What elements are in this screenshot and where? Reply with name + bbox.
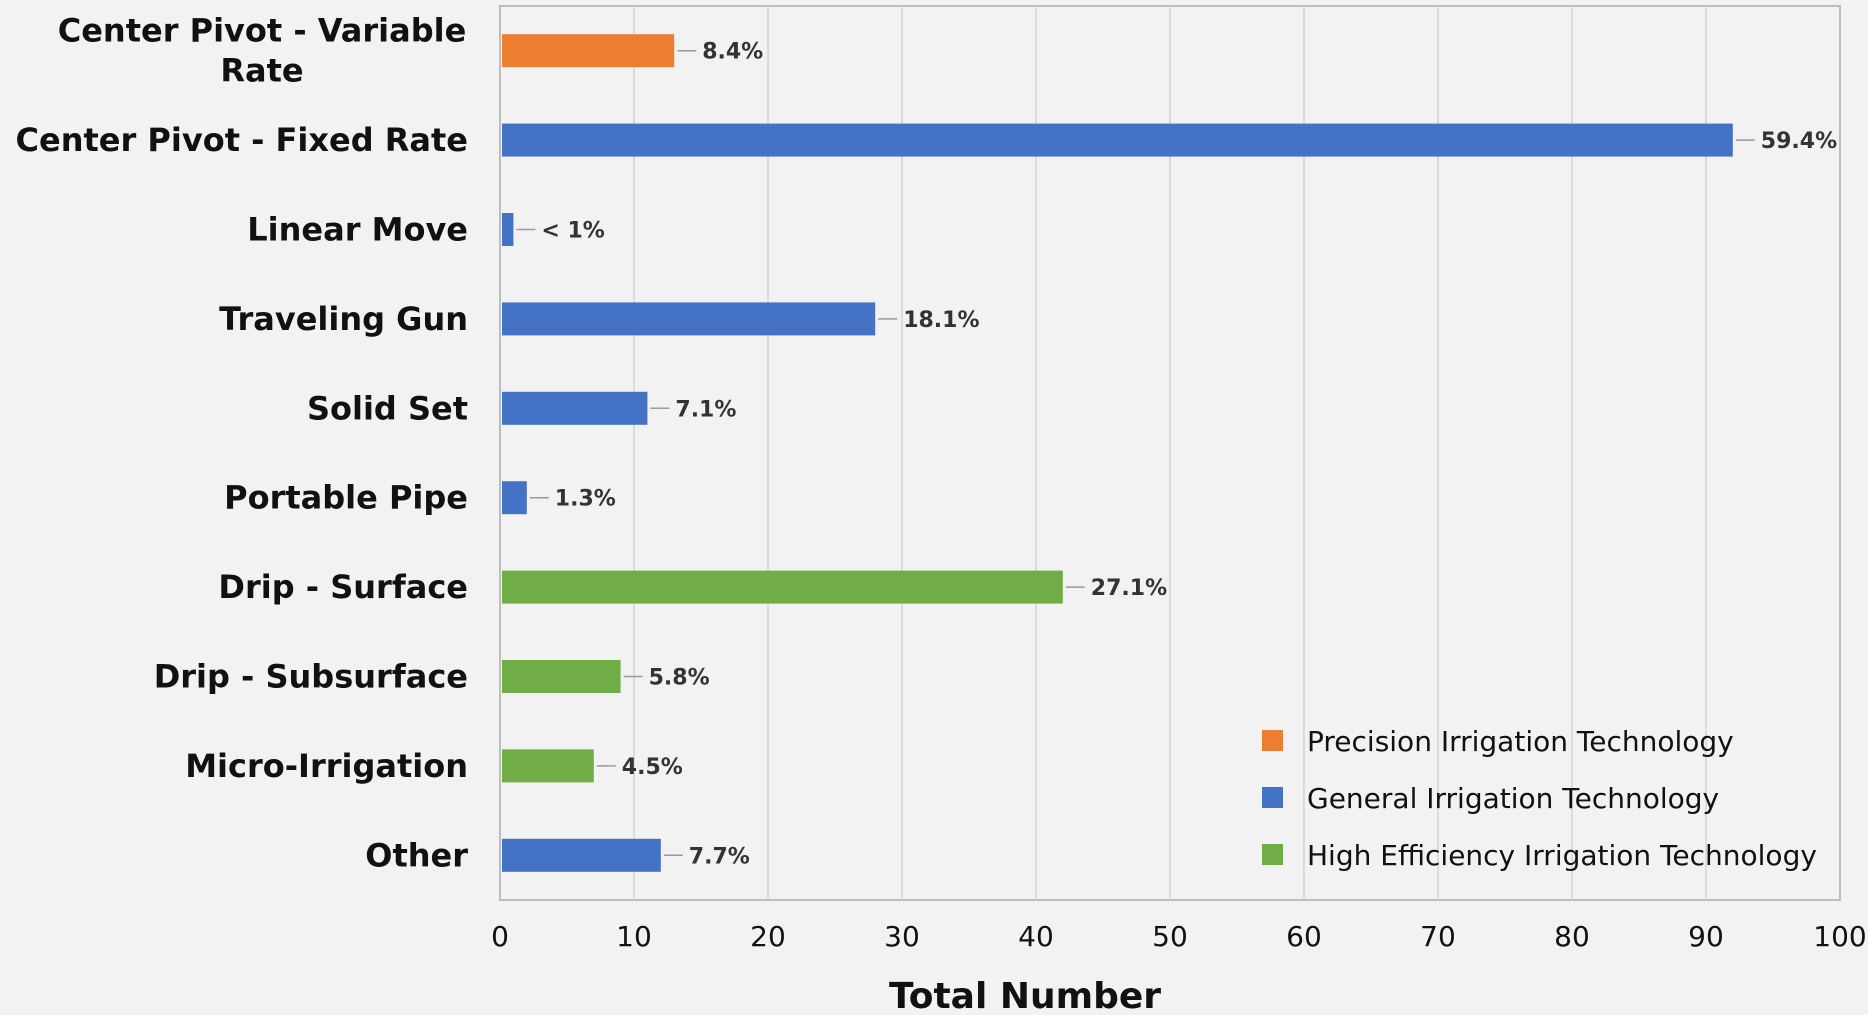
- data-label: 1.3%: [555, 487, 616, 512]
- legend-swatch: [1262, 787, 1283, 808]
- x-axis-title: Total Number: [889, 976, 1161, 1015]
- category-label: Linear Move: [247, 211, 468, 249]
- x-tick-label: 30: [884, 920, 920, 953]
- data-label: 27.1%: [1091, 576, 1167, 601]
- legend-swatch: [1262, 844, 1283, 865]
- bar: [502, 660, 621, 693]
- x-tick-labels: 0 10 20 30 40 50 60 70 80 90 100: [491, 920, 1867, 953]
- category-label-line: Center Pivot - Variable: [58, 12, 467, 50]
- category-label-line: Rate: [220, 52, 303, 90]
- bar: [502, 213, 514, 246]
- x-tick-label: 10: [616, 920, 652, 953]
- x-tick-label: 80: [1554, 920, 1590, 953]
- legend-label: High Efficiency Irrigation Technology: [1307, 839, 1817, 872]
- legend-label: General Irrigation Technology: [1307, 782, 1719, 815]
- data-label: 7.1%: [675, 397, 736, 422]
- legend: Precision Irrigation Technology General I…: [1262, 725, 1817, 872]
- category-label: Center Pivot - Fixed Rate: [16, 121, 468, 159]
- category-label: Drip - Surface: [218, 568, 468, 606]
- category-label: Traveling Gun: [219, 300, 468, 338]
- bar: [502, 302, 876, 336]
- leader-lines: [516, 49, 1755, 857]
- data-label: 5.8%: [649, 666, 710, 691]
- data-label: 7.7%: [689, 844, 750, 869]
- x-tick-label: 40: [1018, 920, 1054, 953]
- category-label: Micro-Irrigation: [185, 747, 468, 785]
- category-label: Solid Set: [307, 389, 468, 427]
- data-label: 59.4%: [1761, 129, 1837, 154]
- bars: [502, 34, 1733, 872]
- bar: [502, 570, 1063, 604]
- data-label: 18.1%: [903, 308, 979, 333]
- bar: [502, 391, 648, 425]
- bar: [502, 34, 675, 68]
- data-label: 8.4%: [702, 40, 763, 65]
- bar: [502, 481, 527, 515]
- bar: [502, 749, 594, 783]
- data-label: < 1%: [541, 219, 604, 244]
- category-label: Drip - Subsurface: [154, 658, 468, 696]
- x-tick-label: 60: [1286, 920, 1322, 953]
- x-tick-label: 100: [1813, 920, 1866, 953]
- bar: [502, 123, 1733, 157]
- category-label: Portable Pipe: [224, 479, 468, 517]
- legend-swatch: [1262, 730, 1283, 751]
- data-label: 4.5%: [622, 755, 683, 780]
- x-tick-label: 0: [491, 920, 509, 953]
- x-tick-label: 50: [1152, 920, 1188, 953]
- bar: [502, 838, 661, 872]
- legend-label: Precision Irrigation Technology: [1307, 725, 1734, 758]
- category-label: Other: [365, 836, 468, 874]
- x-tick-label: 20: [750, 920, 786, 953]
- category-label: Center Pivot - Variable Rate: [58, 12, 467, 90]
- x-tick-label: 90: [1688, 920, 1724, 953]
- x-tick-label: 70: [1420, 920, 1456, 953]
- data-labels: 8.4% 59.4% < 1% 18.1% 7.1% 1.3% 27.1% 5.8% 4.5% 7…: [541, 40, 1837, 870]
